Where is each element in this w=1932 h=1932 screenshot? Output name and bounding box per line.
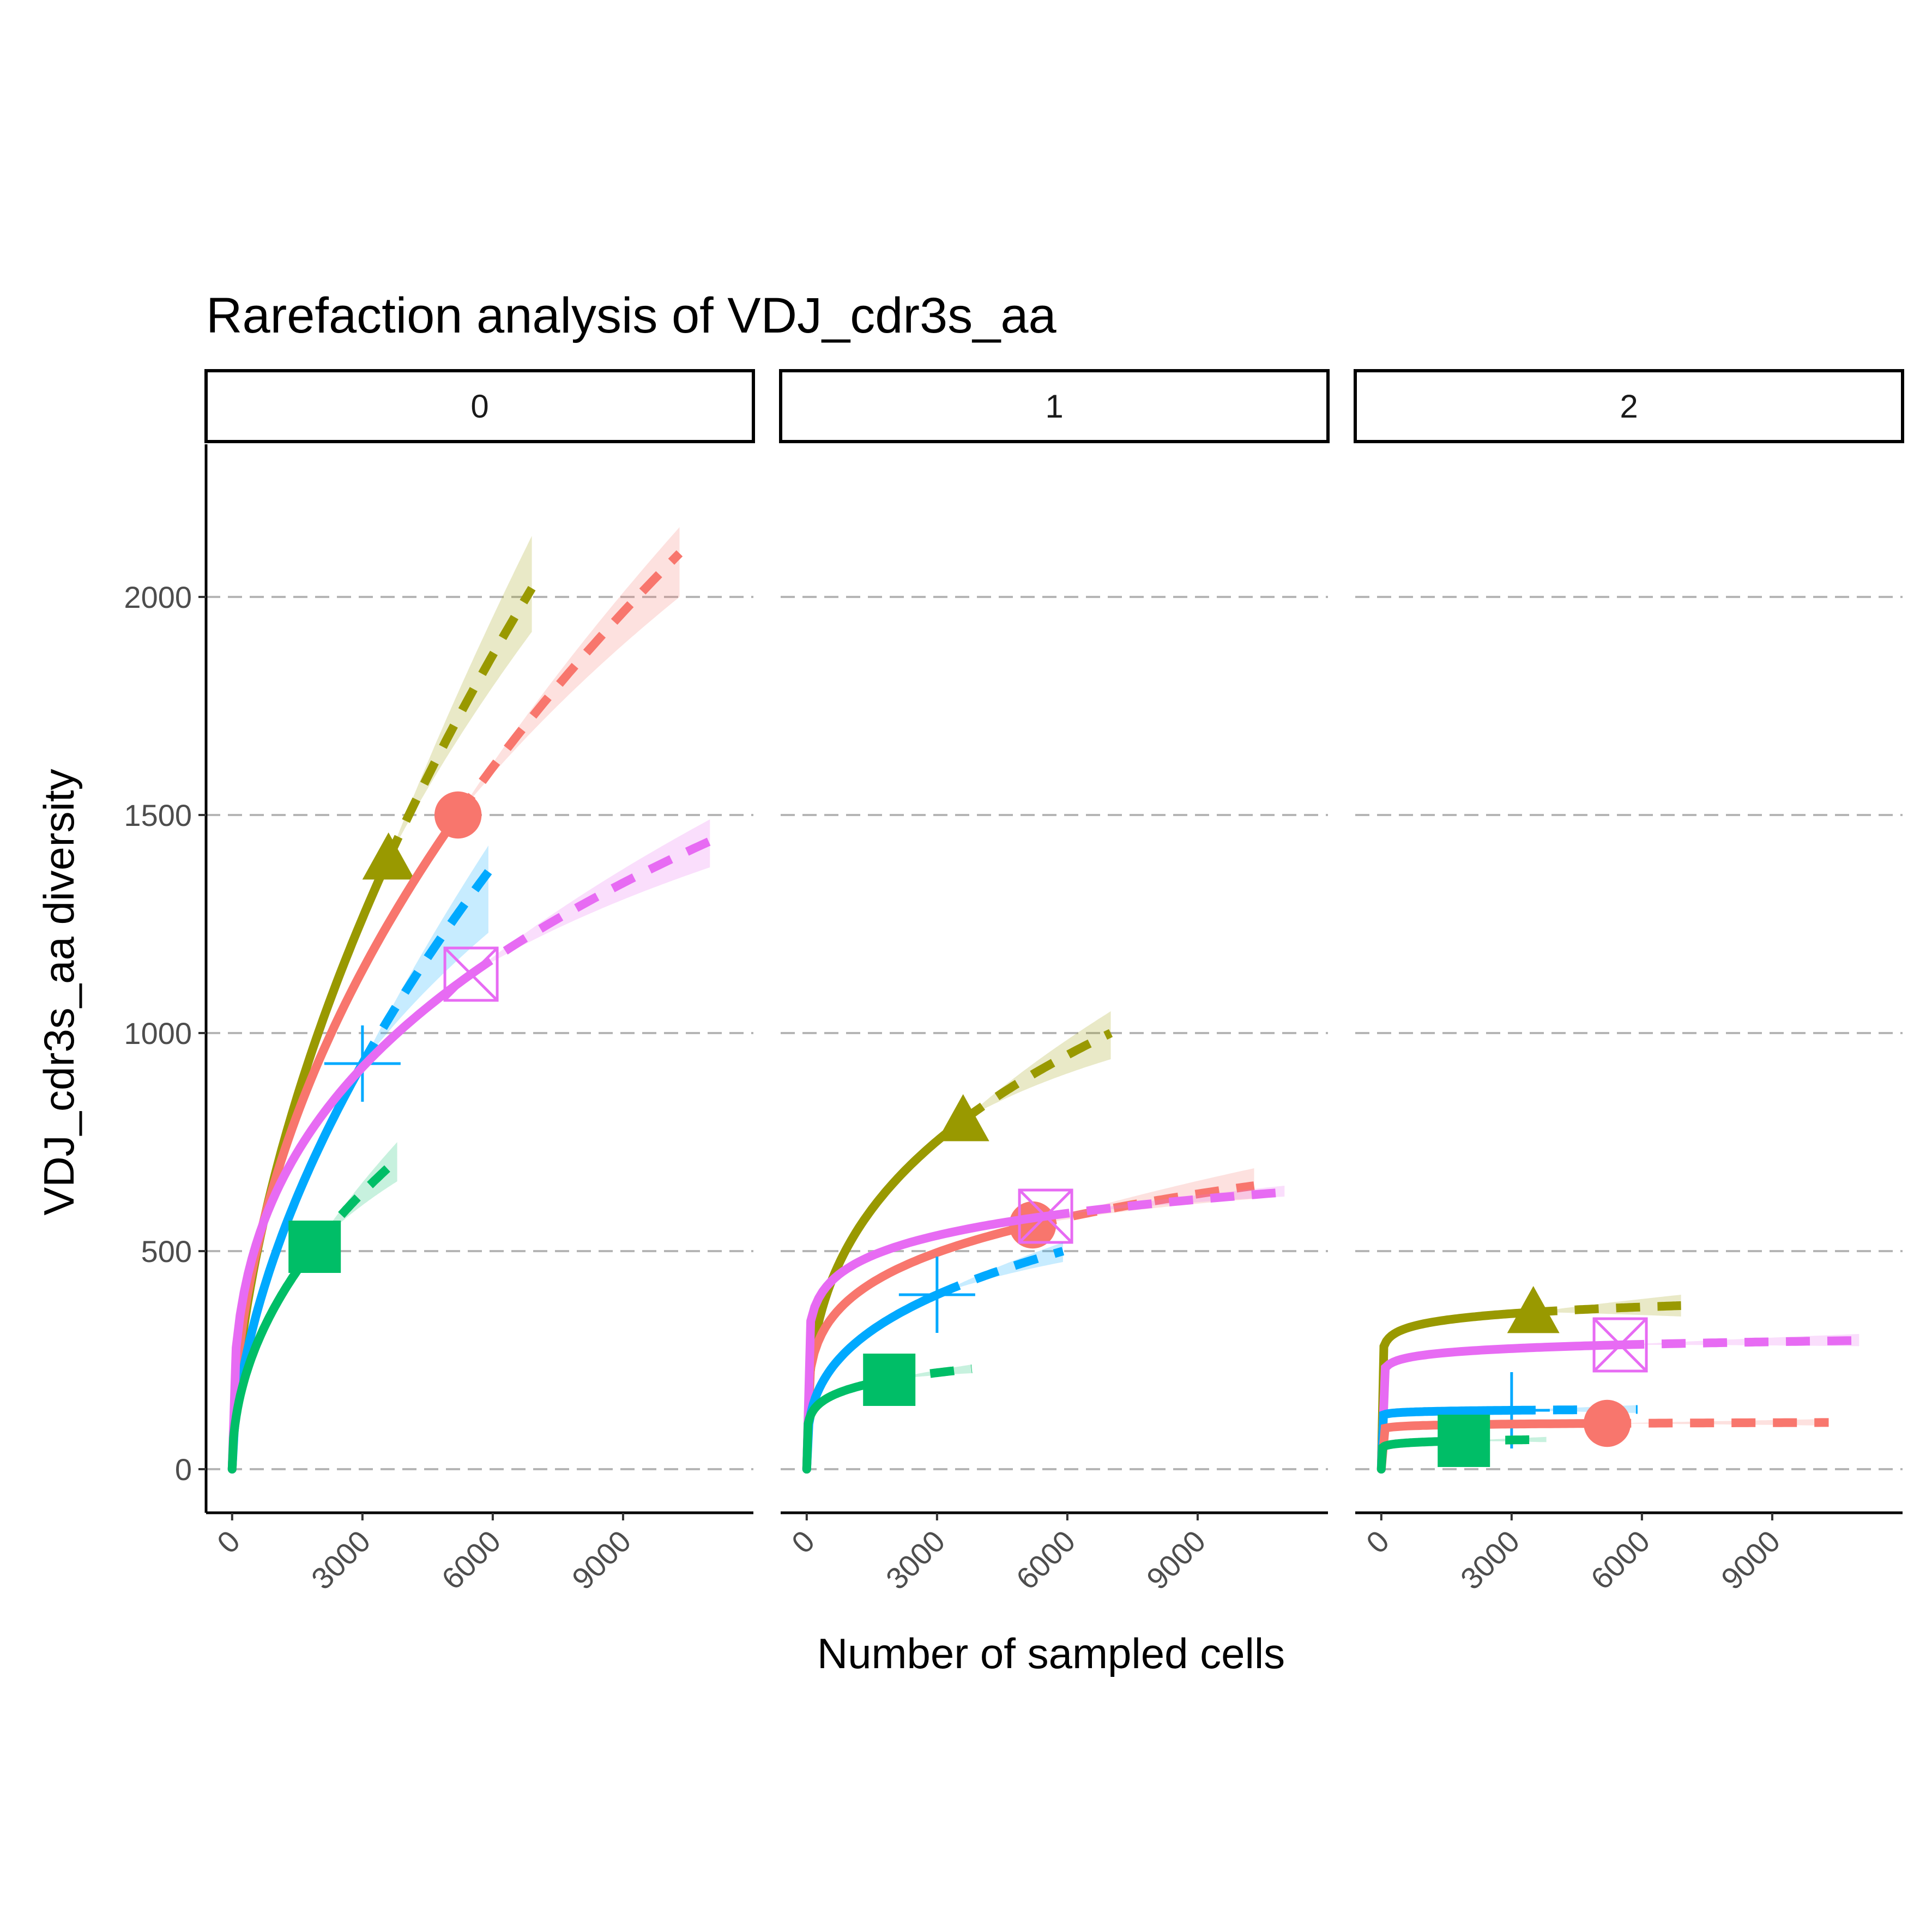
- series-curve: [802, 1242, 1065, 1474]
- facet-strip: [204, 369, 755, 443]
- y-tick-label: 0: [175, 1452, 192, 1487]
- series-marker-plus: [898, 1257, 975, 1333]
- series-marker-square-cross: [1018, 1188, 1073, 1244]
- facet-strip: [1354, 369, 1904, 443]
- series-curve: [1376, 1399, 1829, 1474]
- series-curve: [802, 1186, 1285, 1474]
- y-tick-label: 1000: [124, 1016, 192, 1050]
- series-line-interpolated: [227, 1059, 367, 1474]
- y-tick-label: 2000: [124, 580, 192, 614]
- series-curve: [227, 846, 492, 1474]
- series-ribbon: [1533, 1295, 1681, 1317]
- series-marker-triangle: [362, 832, 415, 880]
- series-line-extrapolated: [384, 585, 536, 861]
- series-marker-square: [1438, 1415, 1490, 1467]
- series-marker-square: [288, 1221, 341, 1273]
- chart-title: Rarefaction analysis of VDJ_cdr3s_aa: [206, 288, 1057, 343]
- series-marker-triangle: [1507, 1286, 1560, 1333]
- series-curve: [1376, 1317, 1859, 1474]
- series-marker-triangle: [937, 1094, 989, 1142]
- series-line-interpolated: [1376, 1341, 1625, 1474]
- series-marker-circle: [1583, 1399, 1631, 1447]
- series-line-interpolated: [227, 970, 476, 1474]
- y-tick-label: 500: [141, 1234, 192, 1269]
- series-curve: [227, 819, 712, 1474]
- series-line-extrapolated: [935, 1247, 1065, 1299]
- series-line-interpolated: [802, 1221, 1037, 1474]
- facet-strip-label: 1: [1045, 388, 1063, 425]
- facet-strip-label: 2: [1620, 388, 1638, 425]
- series-line-interpolated: [1376, 1308, 1538, 1474]
- series-line-extrapolated: [358, 869, 492, 1066]
- series-line-extrapolated: [454, 550, 683, 818]
- series-marker-square: [863, 1354, 916, 1406]
- series-marker-circle: [434, 791, 482, 839]
- series-marker-square-cross: [1592, 1317, 1648, 1373]
- series-line-interpolated: [802, 1290, 941, 1474]
- series-line-extrapolated: [960, 1029, 1113, 1124]
- facet-strip-label: 0: [470, 388, 488, 425]
- x-axis-title: Number of sampled cells: [817, 1629, 1285, 1677]
- series-line-interpolated: [1376, 1419, 1612, 1474]
- facet-strip: [779, 369, 1330, 443]
- series-curve: [1376, 1286, 1681, 1474]
- series-curve: [802, 1354, 973, 1474]
- series-marker-square-cross: [443, 946, 499, 1002]
- series-ribbon: [937, 1242, 1063, 1295]
- y-axis-title: VDJ_cdr3s_aa diversity: [35, 769, 83, 1215]
- y-tick-label: 1500: [124, 798, 192, 832]
- series-curve: [1376, 1415, 1547, 1474]
- series-line-extrapolated: [468, 837, 712, 978]
- series-curve: [227, 1142, 401, 1474]
- series-line-extrapolated: [1607, 1418, 1829, 1428]
- series-line-extrapolated: [1031, 1181, 1255, 1229]
- series-line-interpolated: [802, 1212, 1050, 1474]
